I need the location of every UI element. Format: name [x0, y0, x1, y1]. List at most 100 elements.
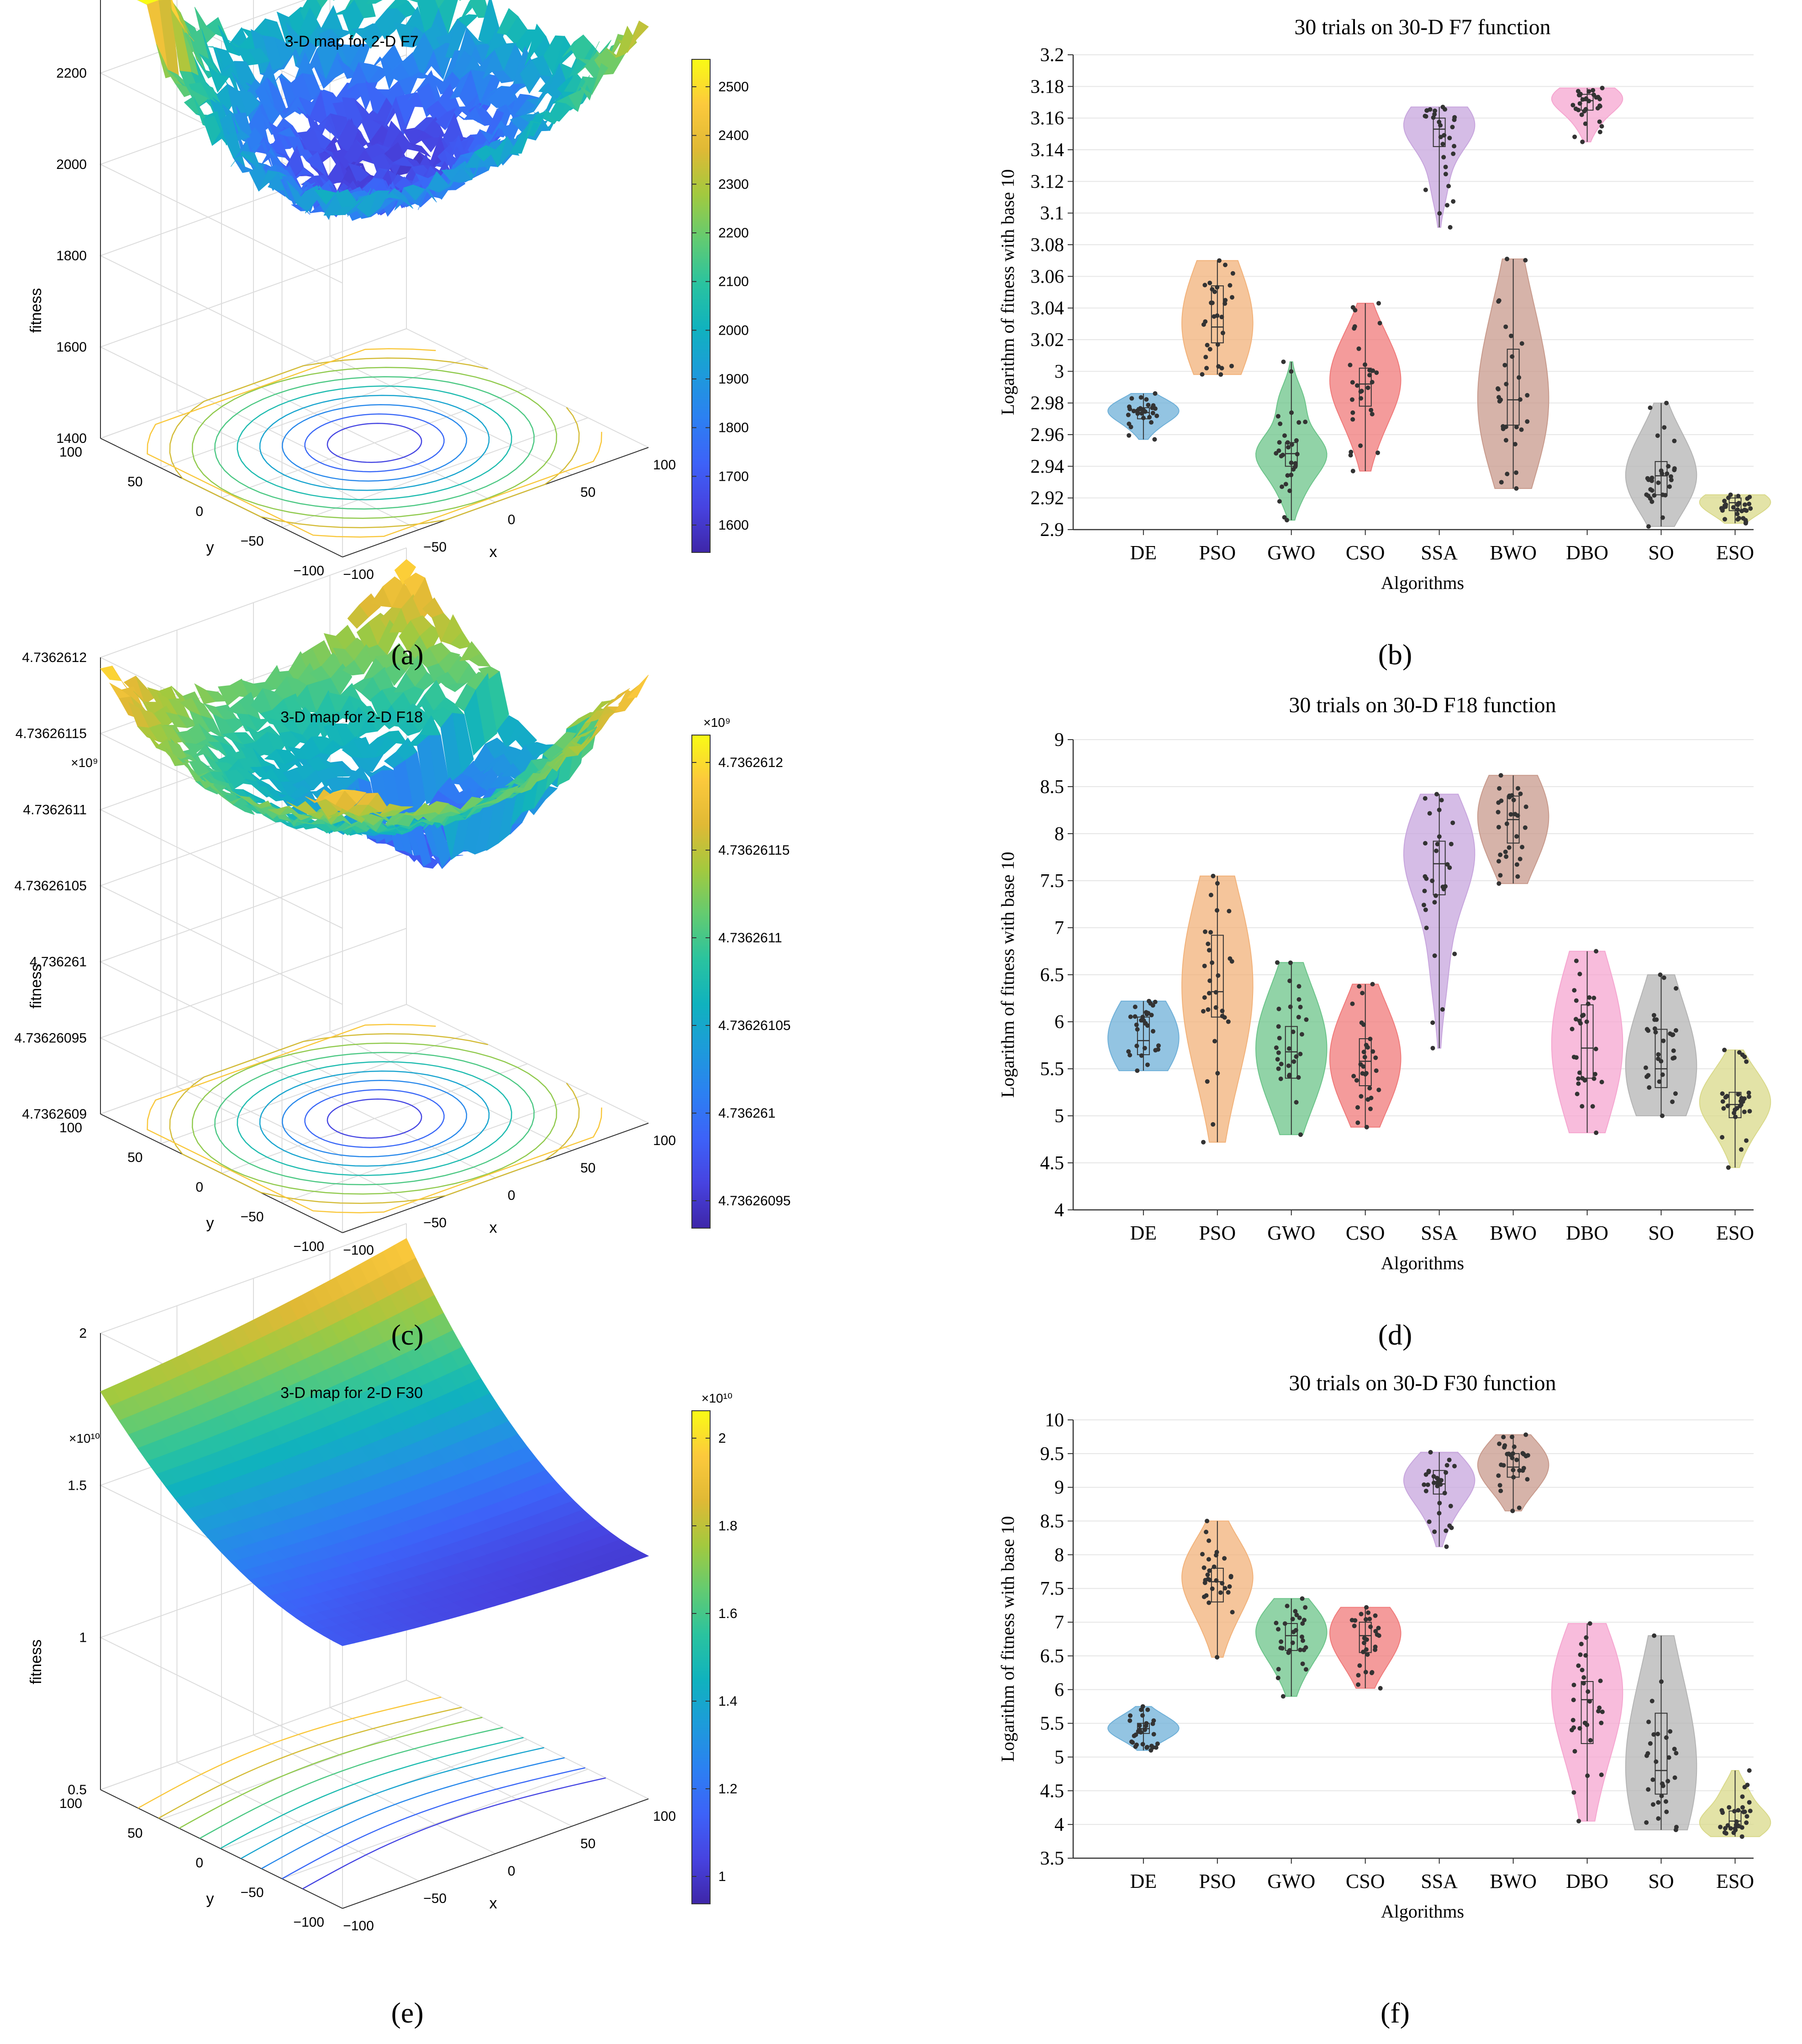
y-tick-label: 2.98: [1031, 393, 1064, 414]
surface-patch: [615, 26, 637, 58]
data-point: [1350, 410, 1355, 415]
data-point: [1496, 1473, 1501, 1478]
data-point: [1591, 88, 1596, 93]
colorbar-exponent: ×10¹⁰: [701, 1391, 732, 1405]
violin-so: SO: [1625, 1633, 1697, 1892]
data-point: [1364, 1071, 1369, 1076]
data-point: [1154, 413, 1159, 418]
z-tick-label: 4.7362611: [23, 802, 87, 817]
x-tick-label: ESO: [1716, 1222, 1754, 1244]
data-point: [1660, 1072, 1665, 1077]
data-point: [1218, 372, 1223, 377]
surface-patch: [135, 676, 158, 704]
data-point: [1208, 930, 1213, 935]
data-point: [1201, 1565, 1207, 1570]
y-tick-label: 7: [1054, 1612, 1064, 1633]
data-point: [1228, 1574, 1233, 1579]
data-point: [1230, 271, 1235, 276]
data-point: [1439, 798, 1444, 803]
data-point: [1210, 300, 1215, 305]
x-tick-label: SO: [1648, 1870, 1674, 1892]
data-point: [1133, 1004, 1138, 1009]
data-point: [1422, 903, 1426, 908]
data-point: [1595, 106, 1600, 110]
data-point: [1520, 1451, 1525, 1456]
data-point: [1501, 1434, 1506, 1440]
data-point: [1505, 472, 1510, 477]
colorbar-tick-label: 2400: [718, 128, 749, 143]
data-point: [1352, 1624, 1357, 1629]
data-point: [1227, 909, 1232, 914]
data-point: [1723, 504, 1728, 509]
x-tick-label: BWO: [1490, 1870, 1537, 1892]
data-point: [1525, 419, 1530, 424]
data-point: [1443, 884, 1448, 889]
panel-label: (f): [1380, 1997, 1410, 2029]
data-point: [1423, 1488, 1428, 1493]
surface-patch: [627, 20, 649, 53]
data-point: [1654, 1017, 1659, 1022]
data-point: [1295, 452, 1300, 457]
y-tick-label: 3: [1054, 361, 1064, 382]
violin-pso: PSO: [1181, 1519, 1254, 1892]
surface-panel-3: 3-D map for 2-D F30 −100 −50 0 50 100 x −100 −50…: [27, 1223, 738, 1934]
data-point: [1736, 501, 1741, 505]
data-point: [1281, 359, 1286, 364]
y-tick-label: 3.2: [1040, 45, 1064, 66]
data-point: [1304, 1017, 1309, 1022]
data-point: [1666, 1755, 1671, 1760]
violin-eso: ESO: [1699, 1768, 1771, 1892]
data-point: [1580, 1104, 1585, 1109]
surface-patch: [438, 0, 458, 35]
data-point: [1505, 257, 1509, 262]
data-point: [1203, 929, 1207, 934]
surface-patch: [462, 152, 484, 180]
z-axis-label: fitness: [27, 1639, 45, 1684]
data-point: [1733, 1114, 1738, 1119]
violin-ssa: SSA: [1403, 105, 1475, 564]
data-point: [1514, 862, 1519, 867]
panel-label: (d): [1378, 1319, 1412, 1351]
data-point: [1599, 1772, 1604, 1777]
data-point: [1739, 1147, 1744, 1152]
data-point: [1296, 420, 1301, 425]
data-point: [1670, 1099, 1675, 1104]
surface-patch: [420, 625, 442, 654]
y-tick-label: 100: [59, 1796, 82, 1811]
surface-mesh: [100, 559, 649, 869]
x-tick-label: −100: [343, 1918, 374, 1934]
data-point: [1301, 1647, 1307, 1652]
data-point: [1423, 907, 1428, 912]
data-point: [1581, 1681, 1586, 1686]
data-point: [1575, 1092, 1580, 1097]
data-point: [1744, 520, 1749, 525]
y-tick-label: 3.04: [1031, 298, 1064, 319]
data-point: [1512, 1444, 1517, 1449]
data-point: [1223, 263, 1228, 268]
data-point: [1447, 136, 1452, 141]
data-point: [1227, 1584, 1232, 1589]
data-point: [1585, 1723, 1590, 1727]
colorbar-tick-label: 4.7362612: [718, 755, 783, 770]
surface-panel-1: 3-D map for 2-D F7 −100 −50 0 50 100 x −100 −50 0…: [27, 0, 749, 582]
data-point: [1657, 1079, 1662, 1084]
violin-cso: CSO: [1329, 982, 1402, 1244]
data-point: [1282, 515, 1287, 520]
data-point: [1498, 1488, 1503, 1493]
data-point: [1661, 1038, 1666, 1043]
data-point: [1287, 1046, 1291, 1051]
data-point: [1373, 1645, 1378, 1650]
panel-label: (a): [391, 638, 423, 671]
data-point: [1668, 1729, 1673, 1734]
data-point: [1599, 124, 1604, 129]
data-point: [1578, 1021, 1583, 1026]
data-point: [1220, 1014, 1225, 1019]
data-point: [1210, 1586, 1215, 1591]
data-point: [1423, 187, 1428, 192]
data-point: [1512, 441, 1517, 447]
surface-patch: [392, 192, 414, 209]
data-point: [1275, 960, 1280, 965]
z-tick-label: 4.7362609: [22, 1107, 87, 1122]
data-point: [1215, 881, 1220, 886]
surface-mesh: [137, 0, 649, 221]
